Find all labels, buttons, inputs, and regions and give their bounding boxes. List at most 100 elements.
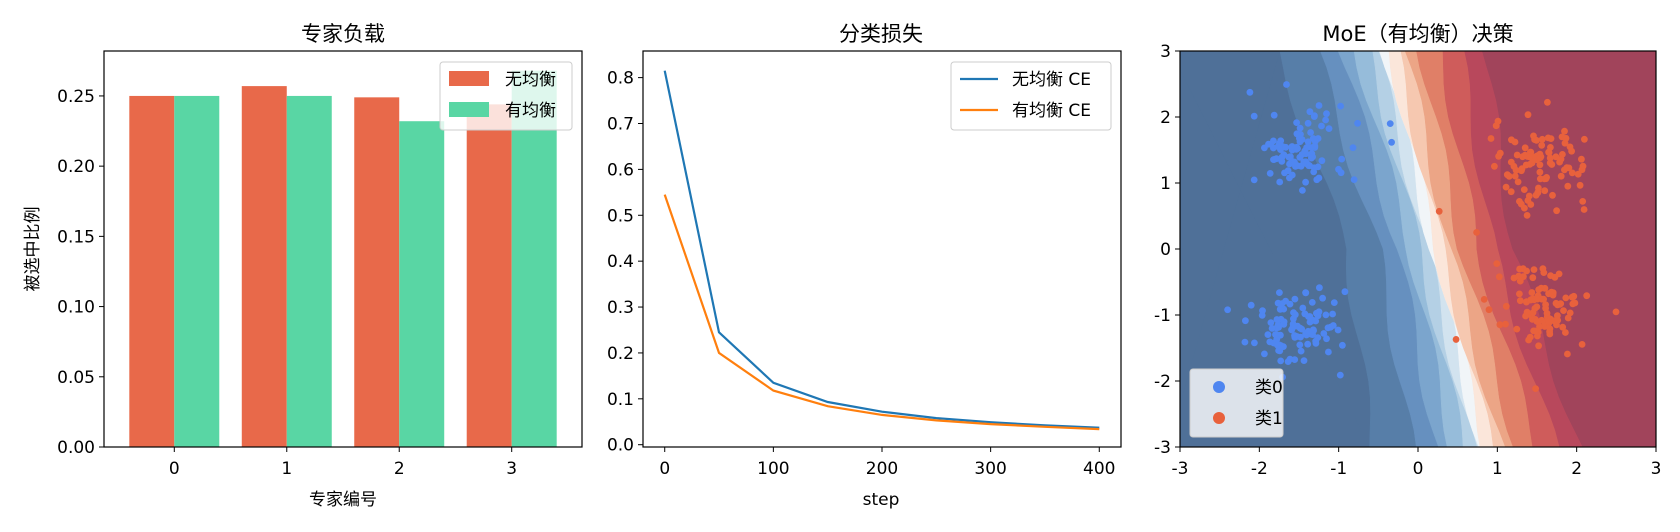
point-class1: [1529, 309, 1537, 316]
point-class0: [1311, 112, 1318, 120]
expert-load-chart: 专家负载 0 1 2 3 0.00 0.05 0.10 0.15 0.20 0.25 专家编号 被…: [23, 22, 583, 510]
point-class1: [1523, 212, 1531, 219]
legend-swatch-with-balance: [449, 102, 489, 117]
point-class0: [1278, 153, 1286, 161]
point-class1: [1536, 323, 1543, 330]
point-class1: [1578, 155, 1585, 163]
point-class0: [1330, 299, 1338, 306]
point-class0: [1294, 145, 1301, 153]
point-class0: [1327, 323, 1334, 331]
legend-marker-class1: [1213, 412, 1225, 424]
point-class0: [1246, 88, 1254, 96]
point-class1: [1536, 154, 1544, 162]
y-tick-label: 2: [1160, 108, 1171, 128]
point-class0: [1247, 301, 1255, 309]
point-class1: [1435, 207, 1443, 215]
chart-title: MoE（有均衡）决策: [1322, 22, 1513, 46]
y-tick-label: 0.00: [57, 438, 95, 458]
point-class0: [1266, 170, 1274, 177]
point-class0: [1291, 295, 1299, 303]
point-class1: [1533, 317, 1541, 325]
point-class1: [1530, 266, 1538, 273]
point-class0: [1316, 284, 1323, 292]
point-class0: [1325, 348, 1332, 356]
point-class1: [1580, 206, 1588, 213]
line-with-balance-ce: [663, 194, 1100, 431]
point-class0: [1261, 350, 1268, 358]
point-class0: [1297, 333, 1304, 341]
point-class0: [1339, 341, 1346, 349]
y-tick-label: 1: [1160, 174, 1171, 194]
point-class0: [1302, 289, 1309, 297]
point-class0: [1291, 356, 1299, 363]
chart-title: 专家负载: [301, 22, 385, 46]
point-class1: [1551, 273, 1559, 281]
x-tick-label: -1: [1330, 459, 1347, 479]
legend-marker-class0: [1213, 381, 1225, 393]
point-class1: [1496, 321, 1504, 329]
point-class0: [1312, 317, 1320, 325]
point-class0: [1301, 147, 1309, 155]
point-class1: [1526, 333, 1534, 341]
y-tick-label: 0.0: [607, 436, 634, 456]
point-class0: [1259, 307, 1266, 315]
point-class0: [1250, 112, 1258, 120]
x-tick-label: 3: [506, 459, 517, 479]
legend-label-no-balance: 无均衡: [505, 70, 556, 90]
point-class1: [1541, 187, 1549, 195]
y-tick-label: 0.05: [57, 368, 95, 388]
point-class1: [1549, 191, 1556, 199]
y-tick-label: 0.25: [57, 87, 95, 107]
bar-with-balance: [399, 121, 445, 447]
point-class1: [1545, 149, 1553, 156]
point-class1: [1548, 288, 1555, 296]
point-class0: [1306, 108, 1314, 116]
y-axis-label: 被选中比例: [23, 207, 43, 292]
point-class0: [1319, 294, 1326, 302]
x-tick-label: -2: [1251, 459, 1268, 479]
point-class0: [1274, 321, 1282, 329]
point-class1: [1493, 260, 1501, 267]
point-class1: [1548, 161, 1556, 168]
y-tick-label: 0.4: [607, 252, 634, 272]
point-class1: [1536, 175, 1544, 183]
point-class0: [1307, 129, 1314, 136]
y-tick-label: 3: [1160, 42, 1171, 62]
point-class1: [1526, 153, 1533, 161]
point-class0: [1323, 110, 1330, 118]
point-class0: [1242, 317, 1249, 325]
point-class0: [1296, 341, 1304, 349]
point-class0: [1299, 187, 1306, 194]
point-class1: [1529, 274, 1537, 282]
point-class0: [1293, 130, 1301, 138]
y-tick-label: 0.10: [57, 298, 95, 318]
point-class0: [1306, 318, 1314, 326]
legend: 无均衡 CE 有均衡 CE: [950, 61, 1112, 131]
point-class1: [1546, 330, 1554, 338]
x-tick-label: 400: [1083, 459, 1115, 479]
point-class1: [1502, 302, 1510, 310]
point-class1: [1528, 289, 1536, 296]
point-class0: [1304, 340, 1312, 348]
point-class1: [1473, 229, 1480, 236]
x-tick-label: 300: [974, 459, 1006, 479]
legend: 类0 类1: [1189, 368, 1284, 438]
moe-decision-chart: MoE（有均衡）决策 -3 -2 -1 0 1 2 3 -3 -2 -1 0 1 2 3 类0 类1: [1154, 22, 1661, 479]
x-tick-label: 1: [1492, 459, 1503, 479]
y-tick-label: 0.7: [607, 115, 634, 135]
point-class1: [1583, 292, 1591, 300]
point-class1: [1522, 312, 1529, 320]
line-no-balance-ce: [663, 70, 1100, 429]
y-tick-label: -3: [1154, 438, 1171, 458]
point-class0: [1314, 334, 1322, 341]
point-class1: [1538, 141, 1546, 149]
point-class0: [1276, 178, 1284, 186]
legend-label-class1: 类1: [1255, 409, 1283, 429]
point-class0: [1315, 174, 1323, 182]
point-class0: [1322, 116, 1329, 124]
point-class0: [1329, 310, 1336, 318]
point-class1: [1538, 135, 1546, 143]
point-class0: [1318, 122, 1325, 130]
bar-no-balance: [466, 104, 512, 448]
point-class0: [1265, 140, 1272, 148]
